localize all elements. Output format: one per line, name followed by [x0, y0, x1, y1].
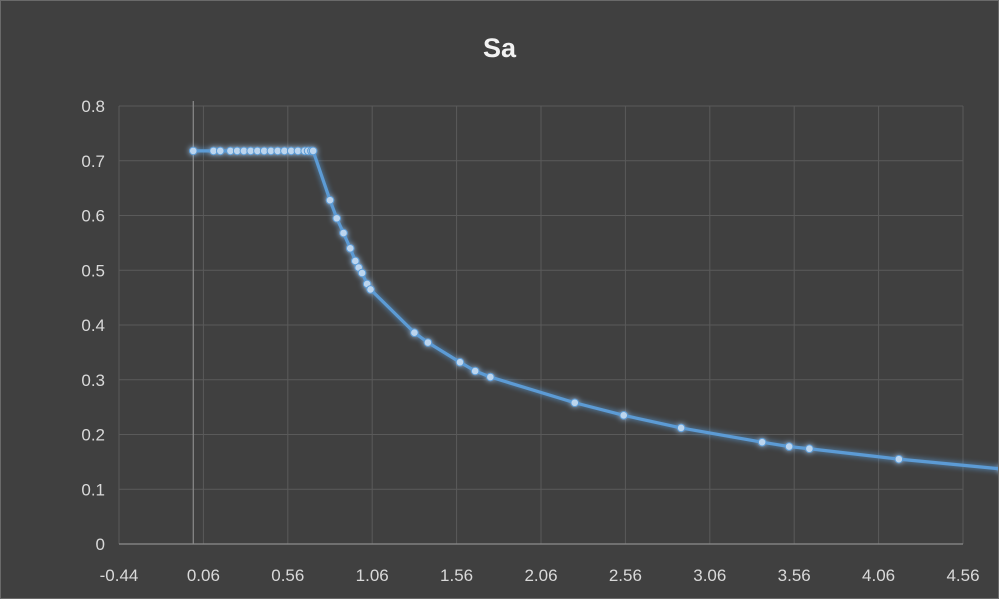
y-tick-label: 0.2 [81, 426, 105, 445]
data-point [619, 411, 629, 420]
x-tick-label: 3.06 [693, 566, 726, 585]
x-tick-label: 1.06 [356, 566, 389, 585]
data-point [351, 256, 360, 266]
x-tick-label: 0.06 [187, 566, 220, 585]
x-tick-label: 3.56 [778, 566, 811, 585]
x-tick-label: 0.56 [271, 566, 304, 585]
y-tick-label: 0.4 [81, 316, 105, 335]
data-point [805, 444, 814, 454]
x-tick-label: 1.56 [440, 566, 473, 585]
y-tick-label: 0.1 [81, 480, 105, 499]
data-point [784, 442, 794, 451]
y-tick-label: 0 [96, 535, 105, 554]
x-tick-label: 2.06 [524, 566, 557, 585]
data-point [676, 423, 686, 433]
data-point [366, 285, 375, 294]
data-point [215, 146, 225, 156]
x-tick-label: 2.56 [609, 566, 642, 585]
data-point [757, 437, 767, 447]
x-tick-label: -0.44 [100, 566, 139, 585]
y-tick-label: 0.3 [81, 371, 105, 390]
data-point [325, 195, 335, 205]
data-point [339, 228, 348, 238]
y-tick-label: 0.7 [81, 152, 105, 171]
data-point [470, 366, 480, 376]
y-tick-label: 0.5 [81, 261, 105, 280]
data-point [345, 244, 355, 253]
y-tick-label: 0.8 [81, 97, 105, 116]
series-line [191, 149, 998, 471]
chart-title: Sa [482, 33, 517, 63]
data-point [423, 338, 433, 347]
data-point [357, 268, 367, 278]
y-tick-label: 0.6 [81, 207, 105, 226]
x-tick-label: 4.06 [862, 566, 895, 585]
data-point [188, 146, 198, 156]
data-point [410, 328, 419, 337]
data-point [332, 213, 342, 223]
data-point [308, 146, 318, 156]
x-tick-label: 4.56 [946, 566, 979, 585]
data-point [894, 454, 904, 464]
data-point [455, 357, 465, 367]
data-point [486, 372, 495, 382]
data-point [570, 398, 580, 408]
